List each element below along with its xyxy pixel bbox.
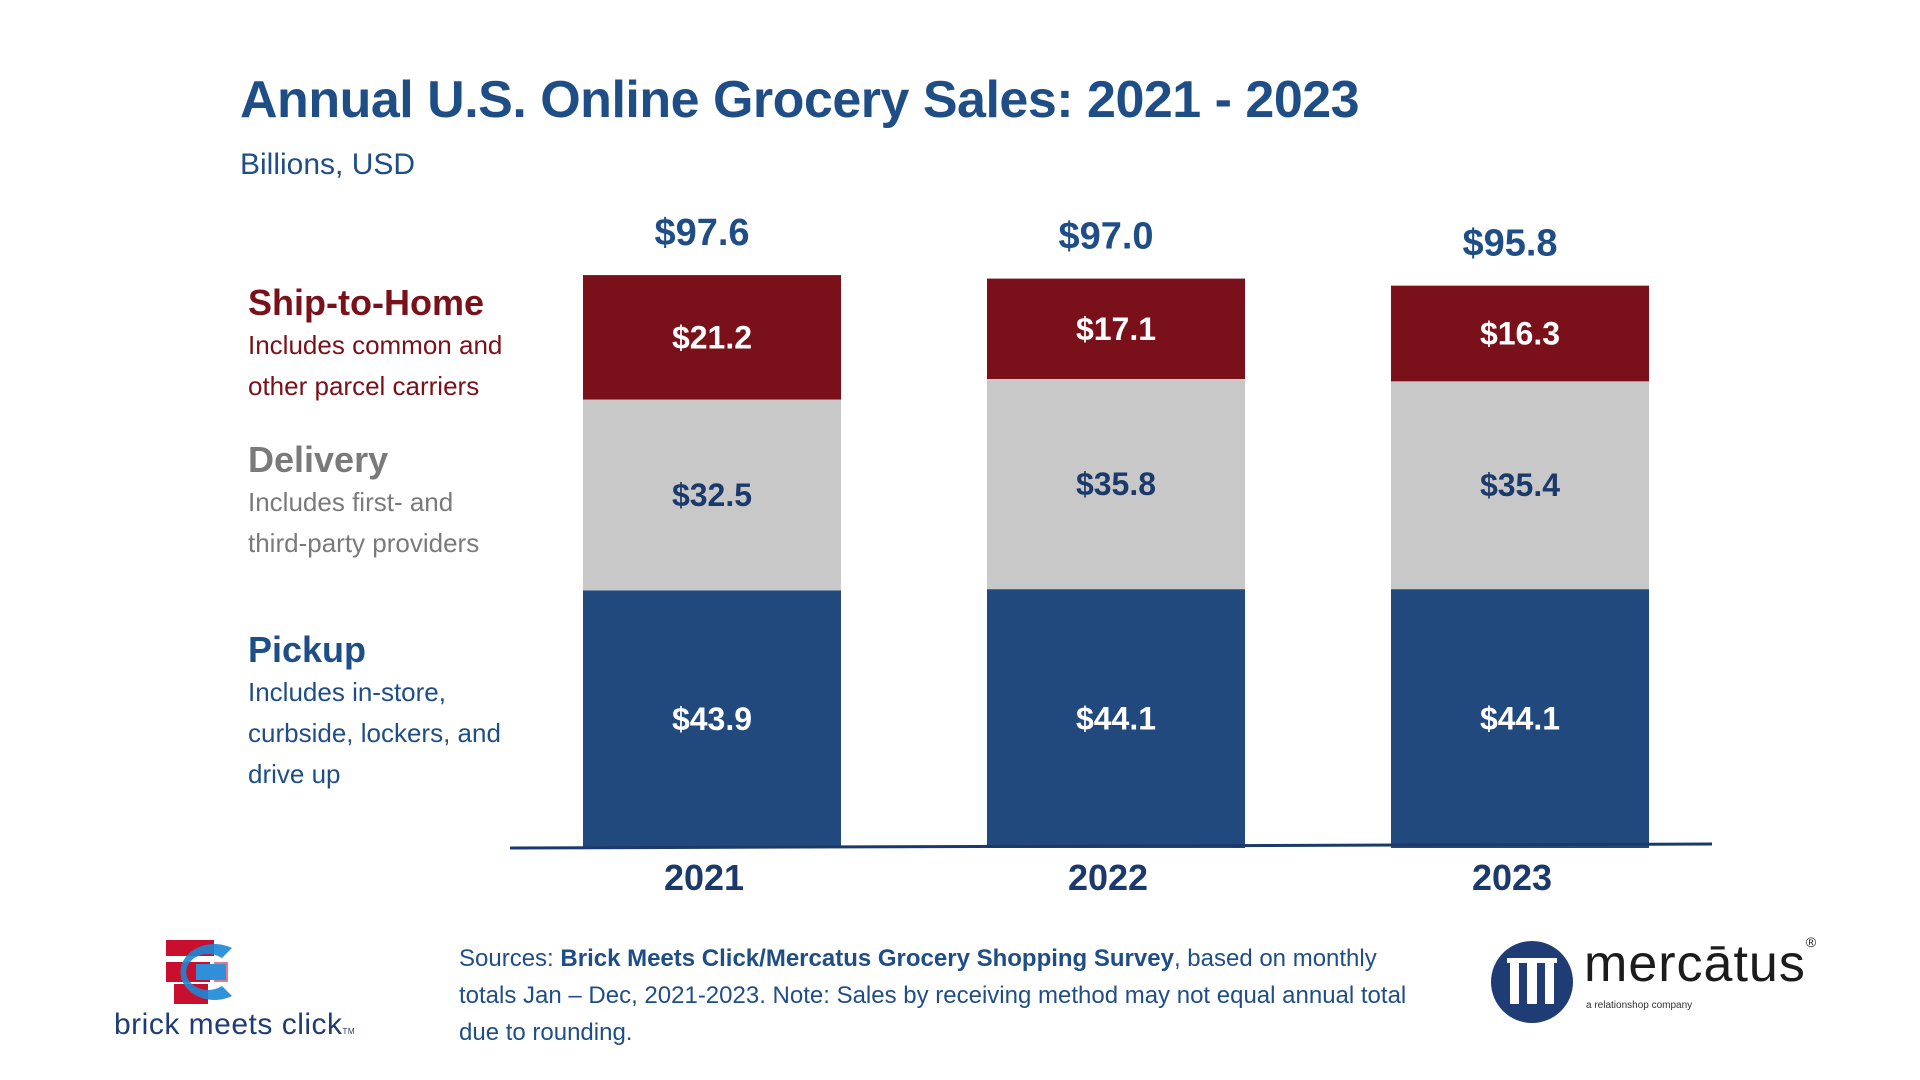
mercatus-mark-icon — [1491, 941, 1573, 1023]
total-label-2023: $95.8 — [1462, 223, 1557, 265]
x-tick-label-2023: 2023 — [1472, 857, 1552, 898]
bar-delivery-2023 — [1391, 381, 1649, 590]
sources-bold: Brick Meets Click/Mercatus Grocery Shopp… — [560, 945, 1174, 972]
legend-pickup-head: Pickup — [248, 629, 367, 670]
legend-delivery-desc-1: Includes first- and — [248, 487, 454, 517]
mercatus-logo: mercātus® a relationshop company — [1490, 934, 1816, 1029]
mercatus-word: mercātus — [1584, 935, 1806, 993]
x-tick-label-2021: 2021 — [664, 857, 744, 898]
legend-ship-desc-2: other parcel carriers — [248, 371, 480, 401]
bmc-tm: TM — [342, 1027, 356, 1036]
bar-ship-to-home-2022 — [987, 278, 1245, 379]
bar-pickup-2023 — [1391, 589, 1649, 848]
legend-pickup-desc-1: Includes in-store, — [248, 677, 446, 707]
total-label-2022: $97.0 — [1058, 216, 1153, 258]
data-label-ship-to-home-2021: $21.2 — [672, 319, 752, 355]
legend-ship-to-home: Ship-to-Home Includes common and other p… — [248, 283, 548, 405]
x-axis-line — [509, 842, 1713, 850]
bar-pickup-2021 — [583, 590, 841, 848]
bmc-mark-icon — [166, 940, 232, 1004]
legend-pickup-desc-2: curbside, lockers, and — [248, 718, 501, 748]
data-label-ship-to-home-2023: $16.3 — [1480, 315, 1560, 351]
data-label-ship-to-home-2022: $17.1 — [1076, 311, 1156, 347]
data-label-delivery-2023: $35.4 — [1480, 467, 1560, 503]
bar-ship-to-home-2023 — [1391, 285, 1649, 382]
bar-pickup-2022 — [987, 589, 1245, 848]
x-tick-label-2022: 2022 — [1068, 857, 1148, 898]
bmc-wordmark: brick meets clickTM — [114, 1008, 355, 1042]
chart-subtitle: Billions, USD — [240, 148, 416, 181]
mercatus-wordmark: mercātus® — [1584, 934, 1817, 994]
sources-prefix: Sources: — [459, 945, 561, 972]
bar-delivery-2022 — [987, 378, 1245, 590]
mercatus-tagline: a relationshop company — [1586, 1000, 1693, 1011]
legend-pickup: Pickup Includes in-store, curbside, lock… — [248, 630, 548, 793]
sources-rest: , based on monthly totals Jan – Dec, 202… — [459, 945, 1407, 1046]
bar-ship-to-home-2021 — [583, 275, 841, 400]
legend-ship-head: Ship-to-Home — [248, 282, 484, 323]
total-label-2021: $97.6 — [654, 212, 749, 254]
legend-pickup-desc-3: drive up — [248, 759, 341, 789]
data-label-delivery-2021: $32.5 — [672, 477, 752, 513]
brick-meets-click-logo: brick meets clickTM — [112, 940, 355, 1041]
legend-ship-desc-1: Includes common and — [248, 330, 503, 360]
bar-delivery-2021 — [583, 399, 841, 591]
data-label-pickup-2022: $44.1 — [1076, 701, 1156, 737]
data-label-delivery-2022: $35.8 — [1076, 466, 1156, 502]
mercatus-reg: ® — [1805, 934, 1818, 950]
legend-delivery-desc-2: third-party providers — [248, 528, 480, 558]
sources-note: Sources: Brick Meets Click/Mercatus Groc… — [459, 940, 1419, 1051]
legend-delivery-head: Delivery — [248, 439, 389, 480]
data-label-pickup-2023: $44.1 — [1480, 701, 1560, 737]
chart-title: Annual U.S. Online Grocery Sales: 2021 -… — [240, 71, 1360, 129]
legend-delivery: Delivery Includes first- and third-party… — [248, 440, 548, 562]
bmc-text: brick meets click — [114, 1008, 343, 1041]
data-label-pickup-2021: $43.9 — [672, 701, 752, 737]
